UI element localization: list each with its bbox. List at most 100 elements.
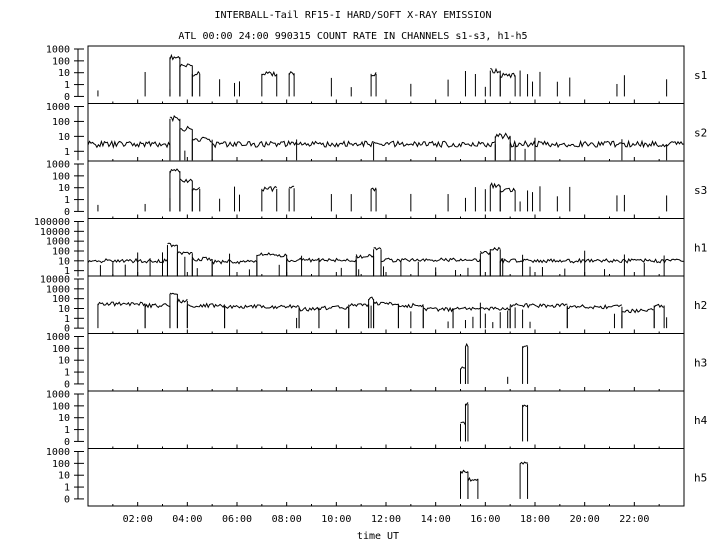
panel-h1-segment [211,259,258,265]
panel-h2-ytick-label: 10000 [40,275,70,286]
panel-s2-segment [169,115,181,123]
panel-s2-segment [509,139,685,149]
panel-s2-ytick-label: 10 [58,132,70,143]
panel-h1-ytick-label: 10000 [40,227,70,238]
panel-h3-segment [460,366,466,370]
x-tick-label: 02:00 [123,514,153,525]
panel-h5-ytick-label: 1000 [46,447,70,458]
panel-h2-segment [621,308,655,314]
panel-s1-ytick-label: 100 [52,56,70,67]
panel-h1-segment [286,257,357,263]
panel-h1-segment [256,252,288,258]
panel-h2-segment [144,302,171,309]
panel-s1-segment [179,63,193,68]
panel-h1-ytick-label: 100000 [34,217,70,228]
panel-h3-segment [522,344,528,349]
panel-h5-segment [467,476,479,482]
panel-h3-ytick-label: 10 [58,356,70,367]
panel-h2-segment [423,306,454,313]
panel-h5-ytick-label: 1 [64,483,70,494]
panel-h3-ytick-label: 0 [64,379,70,390]
panel-h1-ytick-label: 100 [52,246,70,257]
panel-h4-label: h4 [694,414,708,427]
x-tick-label: 16:00 [470,514,500,525]
panel-s2-ytick-label: 100 [52,117,70,128]
x-tick-label: 12:00 [371,514,401,525]
panel-s2: 1000 100 10 1 s2 [46,102,707,162]
panel-h1-ytick-label: 10 [58,256,70,267]
panel-h2-segment [368,296,375,301]
panel-s3-segment [489,182,501,190]
panel-h1-segment [380,257,481,263]
panel-h2-segment [187,302,226,309]
panel-s3-segment [261,185,277,193]
panel-h4-ytick-label: 100 [52,401,70,412]
panel-s2-frame [87,103,685,162]
panel-h2-ytick-label: 10 [58,304,70,315]
x-axis: 02:00 04:00 06:00 08:00 10:00 12:00 14:00 16:00… [123,514,650,525]
panel-s1-label: s1 [694,69,707,82]
panel-h1-segment [87,257,168,264]
panel-h3-label: h3 [694,356,707,369]
panel-s1-ytick-label: 1 [64,80,70,91]
panel-h2-ytick-label: 1000 [46,284,70,295]
panel-h2-segment [348,303,370,308]
panel-s3-segment [499,187,516,193]
x-axis-label: time UT [357,531,399,542]
panel-h2-ytick-label: 100 [52,294,70,305]
panel-s1-segment [500,72,516,79]
panel-h3-frame [87,333,685,392]
panel-s1-segment [192,70,201,77]
panel-s2-ytick-label: 1000 [46,102,70,113]
panel-h5-ytick-label: 100 [52,459,70,470]
panel-s2-segment [87,139,171,149]
x-tick-label: 10:00 [321,514,351,525]
panel-h1-ytick-label: 1000 [46,237,70,248]
panel-s3-ytick-label: 1000 [46,160,70,171]
panel-s3-ytick-label: 10 [58,183,70,194]
panel-h1-ytick-label: 1 [64,266,70,277]
panel-h2-ytick-label: 1 [64,314,70,325]
panel-h2-segment [653,303,665,309]
panel-h4-segment [460,421,466,426]
panel-s2-ytick-label: 1 [64,147,70,158]
panels-group: 10001001010s11000100101s210001001010s310… [34,45,708,507]
panel-s2-segment [494,132,511,140]
panel-h5-segment [460,469,469,475]
chart-title: INTERBALL-Tail RF15-I HARD/SOFT X-RAY EM… [215,10,492,21]
x-tick-label: 04:00 [172,514,202,525]
panel-h2-segment [224,303,300,310]
panel-h2-segment [176,298,188,304]
panel-h1-segment [191,256,213,262]
panel-h3-ytick-label: 1000 [46,332,70,343]
panel-h2-segment [567,303,623,310]
panel-h2-segment [318,305,350,311]
x-tick-label: 14:00 [421,514,451,525]
panel-h4-ytick-label: 1 [64,425,70,436]
panel-s1-ytick-label: 10 [58,68,70,79]
panel-s1-segment [490,67,501,74]
panel-s3-segment [370,187,377,192]
panel-s3-label: s3 [694,184,707,197]
panel-s3-segment [179,178,193,184]
panel-s3-ytick-label: 100 [52,171,70,182]
panel-h2-segment [169,292,178,295]
panel-s3-segment [288,185,295,189]
panel-s3-segment [169,168,181,174]
chart-subtitle: ATL 00:00 24:00 990315 COUNT RATE IN CHA… [178,31,527,42]
panel-h2-segment [97,301,146,307]
panel-s1-frame [87,45,685,104]
panel-h4-ytick-label: 0 [64,437,70,448]
panel-s3-ytick-label: 1 [64,195,70,206]
panel-h1-segment [499,257,685,264]
panel-h3-segment [465,342,469,348]
panel-h5-segment [519,461,528,465]
panel-h1-segment [355,253,374,259]
panel-h2-segment [398,302,424,309]
